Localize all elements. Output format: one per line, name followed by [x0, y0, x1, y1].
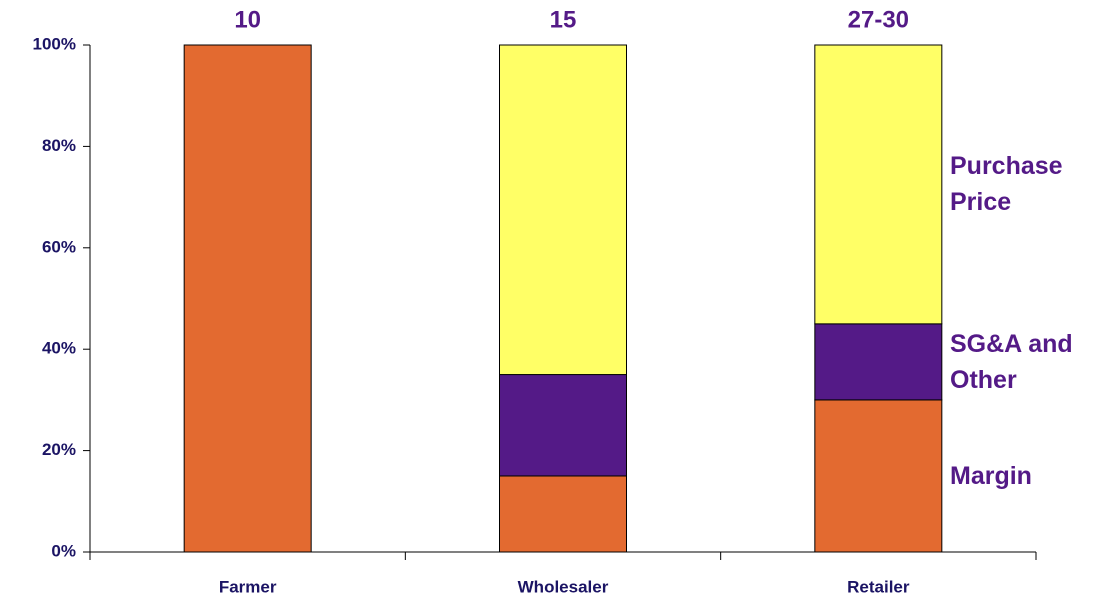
x-tick-label: Retailer [847, 577, 910, 596]
y-tick-label: 20% [42, 440, 76, 459]
y-tick-label: 40% [42, 339, 76, 358]
bar-segment [183, 44, 312, 553]
x-tick-label: Farmer [219, 577, 277, 596]
bar-segment [814, 399, 943, 553]
top-label: 27-30 [848, 6, 909, 33]
y-tick-label: 100% [33, 34, 76, 53]
bar-segment [499, 374, 627, 477]
y-tick-label: 60% [42, 237, 76, 256]
top-label: 15 [550, 6, 577, 33]
bar-segment [499, 44, 627, 376]
bar-segment [814, 323, 943, 401]
legend-label: SG&A and Other [950, 329, 1073, 394]
x-tick-label: Wholesaler [518, 577, 609, 596]
y-tick-label: 80% [42, 136, 76, 155]
legend-label: Purchase Price [950, 152, 1063, 217]
bar-segment [499, 475, 627, 553]
bar-segment [814, 44, 943, 325]
legend-label: Margin [950, 461, 1032, 490]
top-label: 10 [234, 6, 261, 33]
y-tick-label: 0% [51, 541, 76, 560]
